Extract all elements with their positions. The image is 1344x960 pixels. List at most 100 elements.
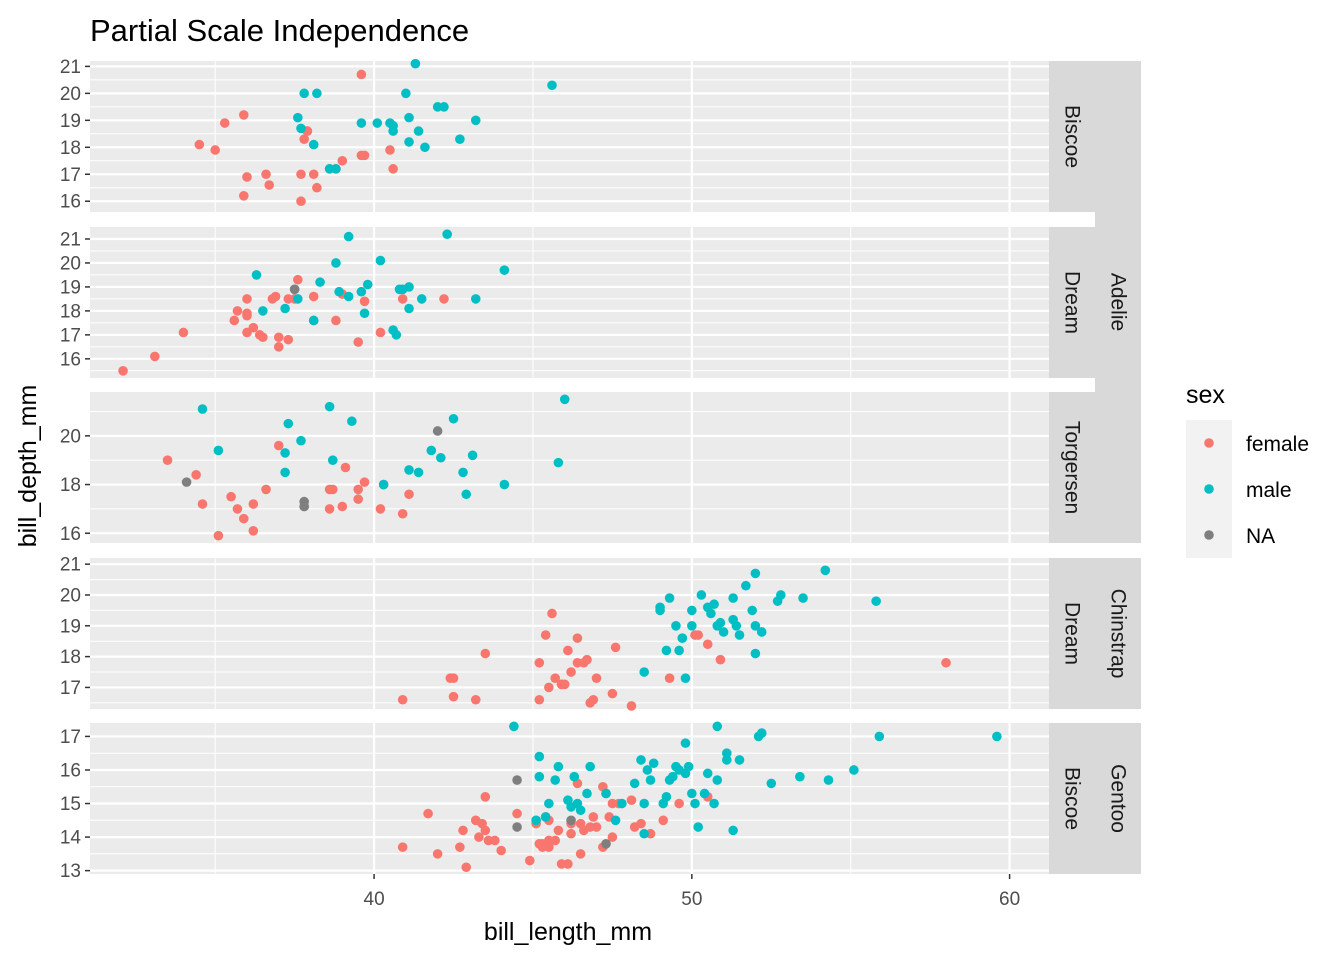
data-point-female <box>524 855 535 866</box>
data-point-female <box>512 808 522 819</box>
data-point-male <box>661 792 672 802</box>
data-point-female <box>563 859 573 869</box>
chart-title: Partial Scale Independence <box>90 13 469 48</box>
data-point-male <box>601 788 611 799</box>
data-point-female <box>242 327 252 338</box>
data-point-female <box>448 691 459 702</box>
panel-background <box>90 61 1049 212</box>
data-point-male <box>741 580 751 591</box>
strip-gap <box>1049 378 1095 392</box>
data-point-female <box>544 842 554 852</box>
data-point-male <box>718 627 729 637</box>
data-point-female <box>534 694 545 705</box>
data-point-female <box>191 470 201 480</box>
data-point-male <box>467 450 478 461</box>
data-point-female <box>626 795 637 805</box>
y-tick-label: 16 <box>60 760 81 781</box>
data-point-male <box>436 452 446 463</box>
data-point-female <box>461 862 472 873</box>
data-point-male <box>992 731 1002 742</box>
data-point-male <box>680 738 691 748</box>
legend-swatch-female <box>1204 438 1214 448</box>
data-point-male <box>642 765 653 775</box>
data-point-male <box>709 798 719 809</box>
data-point-female <box>455 842 465 852</box>
data-point-male <box>547 80 557 91</box>
legend-swatch-male <box>1204 484 1214 494</box>
data-point-female <box>331 315 341 326</box>
data-point-male <box>404 465 414 475</box>
island-strip <box>1049 723 1095 874</box>
y-tick-label: 21 <box>60 229 81 250</box>
data-point-female <box>490 835 500 846</box>
data-point-female <box>566 667 576 677</box>
data-point-male <box>636 755 646 765</box>
data-point-female <box>591 673 602 683</box>
data-point-male <box>356 286 367 297</box>
data-point-female <box>496 845 506 856</box>
data-point-female <box>607 832 618 842</box>
legend-item-female: female <box>1186 420 1309 466</box>
data-point-female <box>242 172 252 182</box>
data-point-female <box>474 832 484 842</box>
data-point-female <box>210 145 220 155</box>
data-point-female <box>242 310 252 321</box>
data-point-female <box>273 342 284 352</box>
data-point-male <box>375 255 386 266</box>
y-tick-label: 20 <box>60 253 81 274</box>
data-point-male <box>553 761 564 772</box>
panel-chinstrap-dream: 17 18 19 20 21 Dream <box>60 555 1095 711</box>
panel-background <box>90 227 1049 378</box>
data-point-female <box>397 842 408 852</box>
data-point-female <box>359 296 370 307</box>
data-point-male <box>404 303 414 314</box>
data-point-female <box>566 828 576 839</box>
species-strips-layer: Adelie Chinstrap Gentoo <box>1049 61 1141 874</box>
data-point-male <box>655 602 665 613</box>
data-point-female <box>312 182 322 193</box>
data-point-male <box>531 815 541 826</box>
data-point-male <box>734 755 745 765</box>
data-point-female <box>591 822 602 832</box>
data-point-female <box>353 494 363 504</box>
data-point-male <box>721 748 732 758</box>
data-point-male <box>550 775 561 785</box>
data-point-female <box>470 694 481 705</box>
data-point-male <box>534 771 545 782</box>
data-point-male <box>378 479 389 490</box>
legend-item-na: NA <box>1186 512 1275 558</box>
y-tick-label: 16 <box>60 349 81 370</box>
data-point-male <box>639 828 649 839</box>
legend-swatch-na <box>1204 530 1214 540</box>
data-point-male <box>455 134 465 144</box>
data-point-female <box>261 169 271 180</box>
data-point-na <box>566 815 576 826</box>
data-point-male <box>296 123 306 134</box>
data-point-male <box>693 822 703 832</box>
species-strip <box>1095 61 1141 543</box>
data-point-male <box>499 265 510 275</box>
y-tick-label: 15 <box>60 794 81 815</box>
species-strip-label: Gentoo <box>1107 764 1130 833</box>
data-point-male <box>331 258 341 268</box>
data-point-male <box>776 590 786 600</box>
y-tick-label: 20 <box>60 585 81 606</box>
data-point-female <box>232 306 243 316</box>
data-point-female <box>226 491 236 502</box>
data-point-male <box>401 88 411 99</box>
data-point-male <box>280 467 290 478</box>
data-point-female <box>715 654 726 665</box>
data-point-female <box>397 294 408 304</box>
data-point-female <box>299 134 309 144</box>
data-point-male <box>540 812 551 822</box>
y-tick-label: 21 <box>60 57 81 78</box>
data-point-male <box>712 721 723 732</box>
data-point-female <box>385 145 395 155</box>
y-tick-label: 18 <box>60 647 81 668</box>
y-tick-label: 13 <box>60 861 81 882</box>
data-point-male <box>388 126 398 136</box>
data-point-male <box>674 645 684 656</box>
data-point-female <box>664 673 675 683</box>
data-point-male <box>706 608 716 619</box>
data-point-male <box>766 778 777 789</box>
